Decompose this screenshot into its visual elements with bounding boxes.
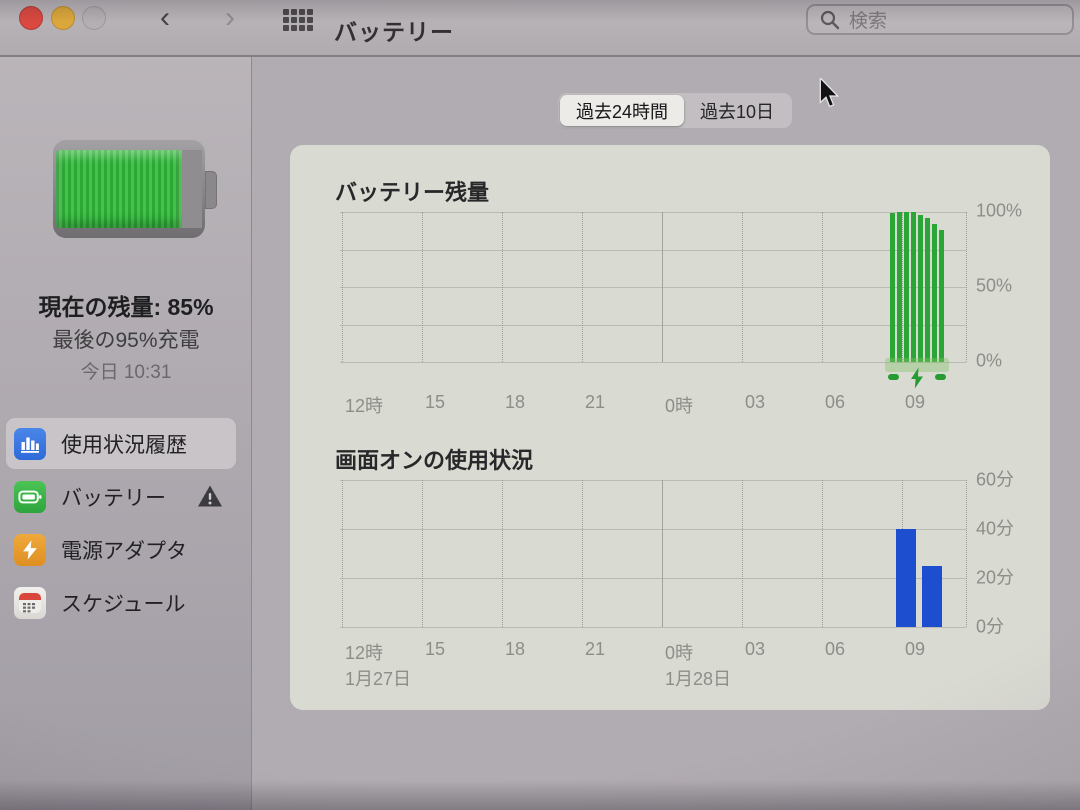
zoom-window-button bbox=[82, 6, 106, 30]
screen-on-usage-chart-title: 画面オンの使用状況 bbox=[335, 448, 534, 473]
battery-level-image bbox=[53, 140, 205, 238]
sidebar-item-usage-history[interactable]: 使用状況履歴 bbox=[0, 417, 252, 470]
search-placeholder: 検索 bbox=[849, 11, 888, 32]
search-icon bbox=[820, 10, 840, 29]
sidebar-item-label: 電源アダプタ bbox=[61, 539, 187, 563]
tab-last-10-days[interactable]: 過去10日 bbox=[700, 101, 775, 122]
mouse-cursor bbox=[819, 78, 840, 108]
power-adapter-icon bbox=[14, 533, 46, 566]
sidebar-item-label: スケジュール bbox=[61, 592, 186, 616]
last-charge-time-label: 今日 10:31 bbox=[80, 362, 172, 383]
last-charge-label: 最後の95%充電 bbox=[52, 329, 200, 352]
warning-icon bbox=[198, 485, 222, 507]
sidebar-item-power-adapter[interactable]: 電源アダプタ bbox=[0, 523, 252, 576]
sidebar-nav: 使用状況履歴 バッテリー bbox=[0, 417, 252, 629]
battery-image-terminal bbox=[205, 171, 217, 209]
sidebar-item-schedule[interactable]: スケジュール bbox=[0, 576, 252, 629]
sidebar-item-label: バッテリー bbox=[61, 486, 166, 510]
close-window-button[interactable] bbox=[19, 6, 43, 30]
sidebar-item-battery[interactable]: バッテリー bbox=[0, 470, 252, 523]
current-charge-label: 現在の残量: 85% bbox=[38, 294, 214, 320]
sidebar: 現在の残量: 85% 最後の95%充電 今日 10:31 使用状況履歴 bbox=[0, 57, 252, 810]
time-range-segmented-control: 過去24時間 過去10日 bbox=[558, 93, 793, 128]
back-button[interactable]: ‹ bbox=[160, 1, 170, 34]
battery-level-chart-title: バッテリー残量 bbox=[335, 180, 490, 205]
charts-panel bbox=[290, 145, 1050, 710]
battery-icon bbox=[14, 480, 46, 513]
page-title: バッテリー bbox=[334, 19, 454, 45]
search-input[interactable]: 検索 bbox=[806, 4, 1074, 35]
usage-history-icon bbox=[14, 427, 46, 460]
show-all-preferences-icon[interactable] bbox=[283, 9, 313, 31]
forward-button[interactable]: › bbox=[225, 1, 235, 34]
schedule-icon bbox=[14, 586, 46, 619]
tab-last-24-hours[interactable]: 過去24時間 bbox=[560, 95, 685, 126]
minimize-window-button[interactable] bbox=[51, 6, 75, 30]
title-bar: ‹ › バッテリー 検索 bbox=[0, 0, 1080, 57]
sidebar-item-label: 使用状況履歴 bbox=[61, 433, 187, 457]
